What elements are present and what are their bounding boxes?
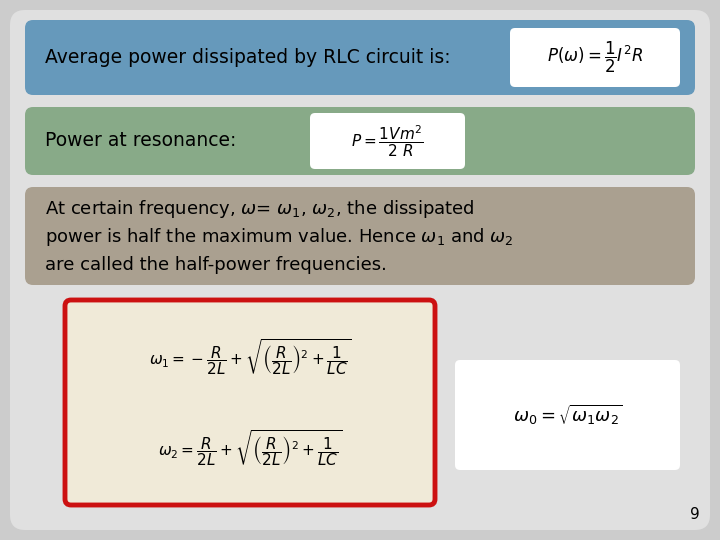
Text: Average power dissipated by RLC circuit is:: Average power dissipated by RLC circuit … bbox=[45, 48, 451, 67]
Text: are called the half-power frequencies.: are called the half-power frequencies. bbox=[45, 256, 387, 274]
FancyBboxPatch shape bbox=[65, 300, 435, 505]
FancyBboxPatch shape bbox=[10, 10, 710, 530]
Text: Power at resonance:: Power at resonance: bbox=[45, 132, 236, 151]
FancyBboxPatch shape bbox=[25, 187, 695, 285]
FancyBboxPatch shape bbox=[310, 113, 465, 169]
Text: $P = \dfrac{1Vm^2}{2\ R}$: $P = \dfrac{1Vm^2}{2\ R}$ bbox=[351, 123, 424, 159]
Text: 9: 9 bbox=[690, 507, 700, 522]
FancyBboxPatch shape bbox=[510, 28, 680, 87]
FancyBboxPatch shape bbox=[455, 360, 680, 470]
FancyBboxPatch shape bbox=[25, 20, 695, 95]
Text: $\omega_1 = -\dfrac{R}{2L} + \sqrt{\left(\dfrac{R}{2L}\right)^2 + \dfrac{1}{LC}}: $\omega_1 = -\dfrac{R}{2L} + \sqrt{\left… bbox=[148, 338, 351, 377]
Text: $\omega_2 = \dfrac{R}{2L} + \sqrt{\left(\dfrac{R}{2L}\right)^2 + \dfrac{1}{LC}}$: $\omega_2 = \dfrac{R}{2L} + \sqrt{\left(… bbox=[158, 428, 342, 468]
Text: At certain frequency, $\omega$= $\omega_1$, $\omega_2$, the dissipated: At certain frequency, $\omega$= $\omega_… bbox=[45, 198, 474, 220]
FancyBboxPatch shape bbox=[25, 107, 695, 175]
Text: $P(\omega) = \dfrac{1}{2}I^2R$: $P(\omega) = \dfrac{1}{2}I^2R$ bbox=[547, 40, 643, 75]
Text: $\omega_0 = \sqrt{\omega_1 \omega_2}$: $\omega_0 = \sqrt{\omega_1 \omega_2}$ bbox=[513, 403, 622, 427]
Text: power is half the maximum value. Hence $\omega_1$ and $\omega_2$: power is half the maximum value. Hence $… bbox=[45, 226, 513, 248]
